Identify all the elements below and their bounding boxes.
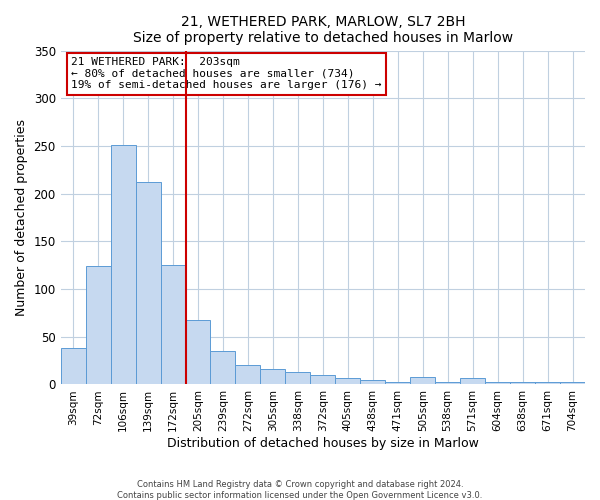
Bar — [161, 265, 185, 384]
Bar — [560, 382, 585, 384]
Bar — [460, 378, 485, 384]
Bar — [485, 382, 510, 384]
Bar — [335, 378, 360, 384]
Bar — [510, 382, 535, 384]
Bar — [360, 380, 385, 384]
Bar — [185, 320, 211, 384]
Bar — [235, 366, 260, 384]
Bar — [136, 182, 161, 384]
Bar — [61, 348, 86, 385]
Bar — [410, 377, 435, 384]
Bar — [385, 382, 410, 384]
Bar — [86, 266, 110, 384]
Bar — [260, 369, 286, 384]
Bar — [110, 145, 136, 384]
Bar — [535, 382, 560, 384]
Bar — [435, 382, 460, 384]
Text: Contains HM Land Registry data © Crown copyright and database right 2024.
Contai: Contains HM Land Registry data © Crown c… — [118, 480, 482, 500]
Bar — [211, 351, 235, 384]
Bar — [310, 375, 335, 384]
X-axis label: Distribution of detached houses by size in Marlow: Distribution of detached houses by size … — [167, 437, 479, 450]
Title: 21, WETHERED PARK, MARLOW, SL7 2BH
Size of property relative to detached houses : 21, WETHERED PARK, MARLOW, SL7 2BH Size … — [133, 15, 513, 45]
Y-axis label: Number of detached properties: Number of detached properties — [15, 119, 28, 316]
Bar — [286, 372, 310, 384]
Text: 21 WETHERED PARK:  203sqm
← 80% of detached houses are smaller (734)
19% of semi: 21 WETHERED PARK: 203sqm ← 80% of detach… — [71, 57, 382, 90]
